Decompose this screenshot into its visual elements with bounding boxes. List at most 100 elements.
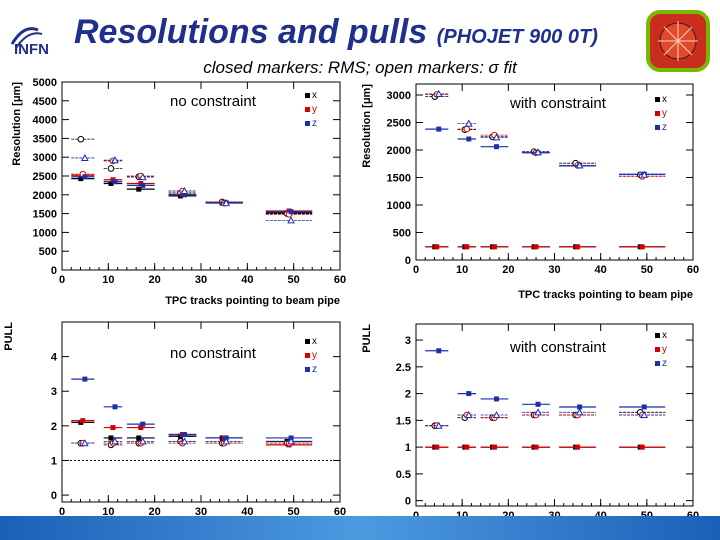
point-rms-x — [136, 186, 142, 192]
x-tick-label: 50 — [641, 264, 653, 276]
y-tick-label: 4 — [51, 352, 58, 364]
x-axis-label: TPC tracks pointing to beam pipe — [518, 289, 693, 301]
y-tick-label: 3000 — [387, 90, 411, 102]
slide-subtitle: closed markers: RMS; open markers: σ fit — [203, 58, 517, 77]
legend-label: z — [312, 364, 317, 375]
x-tick-label: 50 — [288, 506, 300, 516]
point-rms-z — [112, 404, 118, 410]
legend-marker — [305, 339, 310, 344]
legend-label: y — [662, 108, 667, 119]
y-tick-label: 3 — [405, 335, 411, 347]
legend-marker — [655, 333, 660, 338]
plot-frame — [61, 81, 341, 271]
point-sigma-z — [492, 410, 501, 418]
x-tick-label: 20 — [502, 264, 514, 276]
y-tick-label: 1 — [405, 442, 411, 454]
x-tick-label: 10 — [456, 264, 468, 276]
panel-annotation: no constraint — [170, 93, 257, 110]
point-rms-z — [181, 192, 187, 198]
point-sigma-z — [138, 173, 147, 181]
y-tick-label: 2500 — [33, 171, 57, 183]
y-tick-label: 0 — [405, 255, 411, 267]
legend-label: x — [662, 330, 667, 341]
title-main: Resolutions and pulls — [74, 13, 428, 51]
point-rms-y — [464, 444, 470, 450]
y-tick-label: 1500 — [33, 209, 57, 221]
legend-label: x — [312, 90, 317, 101]
legend-marker — [305, 121, 310, 126]
x-tick-label: 10 — [102, 274, 114, 286]
point-rms-z — [181, 432, 187, 437]
point-sigma-z — [287, 437, 295, 445]
legend-marker — [305, 93, 310, 98]
legend-marker — [305, 353, 310, 358]
point-rms-y — [80, 418, 86, 424]
point-sigma-z — [640, 170, 649, 178]
title-sub: (PHOJET 900 0T) — [436, 26, 598, 48]
point-sigma-z — [534, 148, 542, 156]
x-tick-label: 60 — [334, 506, 346, 516]
y-tick-label: 3 — [51, 386, 57, 398]
y-axis-label: PULL — [3, 322, 15, 351]
event-display-image — [644, 8, 720, 80]
slide-title: Resolutions and pulls (PHOJET 900 0T) — [74, 12, 598, 57]
point-sigma-y — [463, 125, 471, 133]
x-tick-label: 40 — [595, 264, 607, 276]
point-rms-x — [136, 435, 142, 441]
point-sigma-z — [534, 408, 542, 416]
legend-label: y — [312, 350, 317, 361]
y-tick-label: 1000 — [33, 227, 57, 239]
y-tick-label: 2500 — [387, 118, 411, 130]
chart-pull-no-constraint: 0 10 20 30 40 50 60 0 1 2 3 4 PULL no constraint x y z — [0, 316, 358, 518]
point-sigma-z — [222, 437, 231, 445]
point-sigma-z — [287, 216, 295, 224]
legend-marker — [655, 111, 660, 116]
x-tick-label: 40 — [241, 506, 253, 516]
y-axis-label: PULL — [361, 324, 373, 353]
x-tick-label: 60 — [334, 274, 346, 286]
y-tick-label: 5000 — [33, 77, 57, 89]
panel-annotation: with constraint — [509, 95, 607, 112]
panel-annotation: no constraint — [170, 345, 257, 362]
x-tick-label: 0 — [59, 274, 65, 286]
panel-annotation: with constraint — [509, 339, 607, 356]
point-rms-y — [639, 244, 645, 250]
point-rms-y — [575, 244, 581, 250]
point-sigma-x — [77, 135, 85, 143]
point-rms-x — [108, 181, 114, 187]
point-sigma-z — [180, 186, 189, 195]
point-rms-x — [78, 176, 84, 182]
legend-marker — [655, 347, 660, 352]
point-rms-z — [466, 136, 472, 142]
x-axis-label: TPC tracks pointing to beam pipe — [165, 295, 340, 307]
y-tick-label: 2000 — [33, 190, 57, 202]
point-rms-y — [639, 444, 645, 450]
point-rms-z — [140, 421, 146, 427]
y-tick-label: 0 — [51, 490, 57, 502]
point-rms-z — [288, 209, 294, 215]
point-rms-z — [436, 348, 442, 354]
point-sigma-z — [575, 408, 584, 416]
legend-marker — [655, 361, 660, 366]
svg-text:INFN: INFN — [14, 41, 49, 58]
legend-label: x — [312, 336, 317, 347]
y-tick-label: 3500 — [33, 133, 57, 145]
point-sigma-z — [492, 133, 501, 141]
point-sigma-x — [107, 165, 115, 172]
chart-resolution-with-constraint: 0 10 20 30 40 50 60 0 500 1000 1500 2000 2500 3000 TPC… — [360, 76, 720, 312]
point-sigma-z — [138, 437, 147, 445]
legend-label: y — [662, 344, 667, 355]
legend-marker — [655, 97, 660, 102]
point-rms-z — [493, 144, 499, 150]
point-rms-y — [434, 444, 440, 450]
y-tick-label: 4000 — [33, 115, 57, 127]
y-tick-label: 0 — [405, 496, 411, 508]
point-rms-z — [82, 174, 88, 180]
point-rms-y — [434, 244, 440, 250]
point-sigma-z — [81, 439, 89, 447]
y-tick-label: 2000 — [387, 145, 411, 157]
y-tick-label: 0 — [51, 265, 57, 277]
point-sigma-z — [180, 437, 189, 445]
point-rms-z — [577, 404, 583, 410]
infn-logo: INFN — [8, 18, 70, 58]
